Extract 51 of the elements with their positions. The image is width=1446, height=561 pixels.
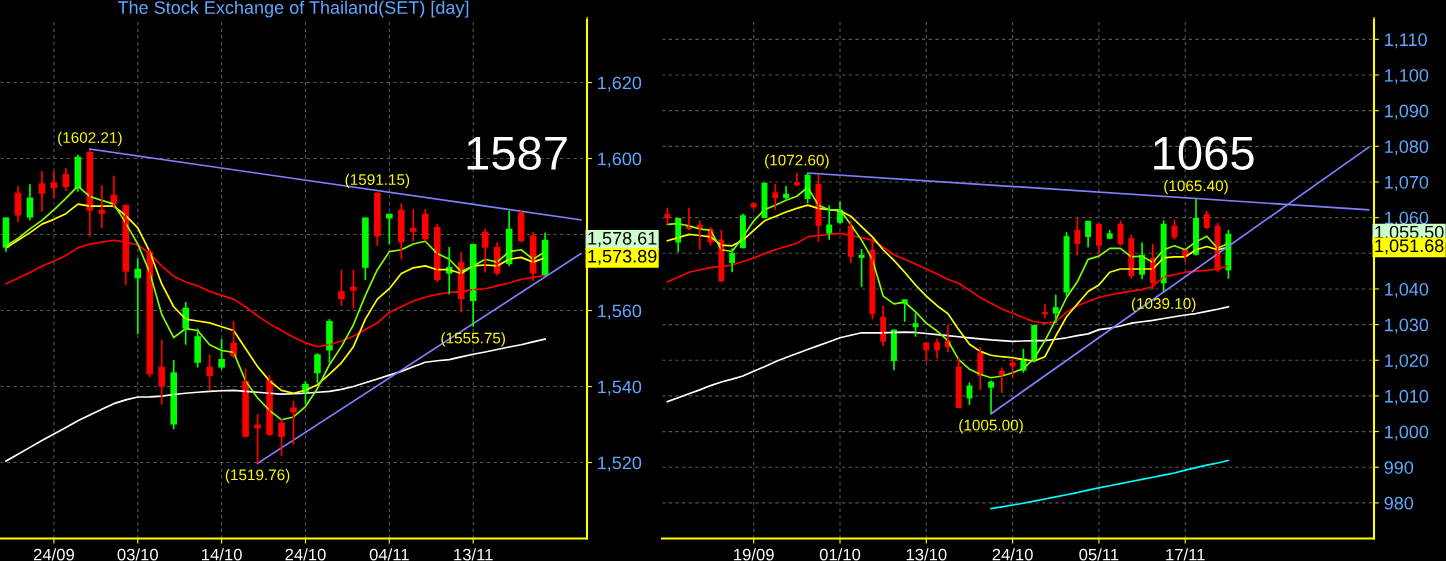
x-tick-label: 13/10 [906,548,947,561]
y-tick-label: 980 [1384,496,1414,510]
y-tick-label: 1,090 [1385,104,1429,120]
y-tick-label: 990 [1384,461,1414,474]
candlestick [362,216,369,281]
annotation: (1072.60) [765,154,829,169]
y-tick-label: 1,040 [1385,282,1429,298]
x-tick-label: 03/10 [117,548,158,561]
annotation: (1005.00) [959,419,1023,434]
line-series [990,459,1230,510]
annotation: 1065 [1154,136,1254,171]
candlestick [194,327,201,369]
x-tick-label: 24/09 [33,548,74,561]
x-tick-label: 14/10 [202,548,242,561]
x-tick-label: 19/09 [734,548,774,561]
y-tick-label: 1,080 [1385,140,1429,156]
y-tick-label: 1,110 [1385,33,1427,49]
annotation: 1587 [467,136,567,171]
y-tick-label: 1,030 [1385,318,1429,334]
candlestick [338,268,345,307]
annotation: (1591.15) [345,173,410,189]
annotation: (1065.40) [1164,179,1228,195]
annotation: (1602.21) [58,131,122,146]
text: 1,051.68 [1375,239,1444,255]
y-tick-label: 1,620 [598,76,642,92]
text: 1,573.89 [588,249,657,265]
y-tick-label: 1,100 [1385,68,1429,84]
x-tick-label: 13/11 [454,548,493,561]
candlestick [290,399,297,446]
y-tick-label: 1,060 [1385,211,1429,227]
y-tick-label: 1,520 [598,456,642,472]
y-tick-label: 1,600 [598,152,642,168]
x-tick-label: 17/11 [1166,548,1205,561]
x-tick-label: 05/11 [1079,548,1119,561]
chart-title: The Stock Exchange of Thailand(SET) [day] [117,0,469,18]
x-tick-label: 24/10 [992,548,1033,561]
x-tick-label: 04/11 [369,548,409,561]
candlestick [314,352,321,384]
y-tick-label: 1,010 [1385,389,1429,405]
y-tick-label: 1,540 [598,380,642,396]
x-tick-label: 24/10 [285,548,326,561]
y-tick-label: 1,020 [1385,354,1429,370]
x-tick-label: 01/10 [819,548,861,561]
annotation: (1519.76) [225,469,290,484]
candlestick [374,191,381,247]
y-tick-label: 1,070 [1385,175,1429,191]
y-tick-label: 1,000 [1385,425,1429,441]
candlestick [350,268,357,310]
text: 1,578.61 [588,231,657,247]
y-tick-label: 1,560 [598,304,642,320]
candlestick [218,338,225,371]
